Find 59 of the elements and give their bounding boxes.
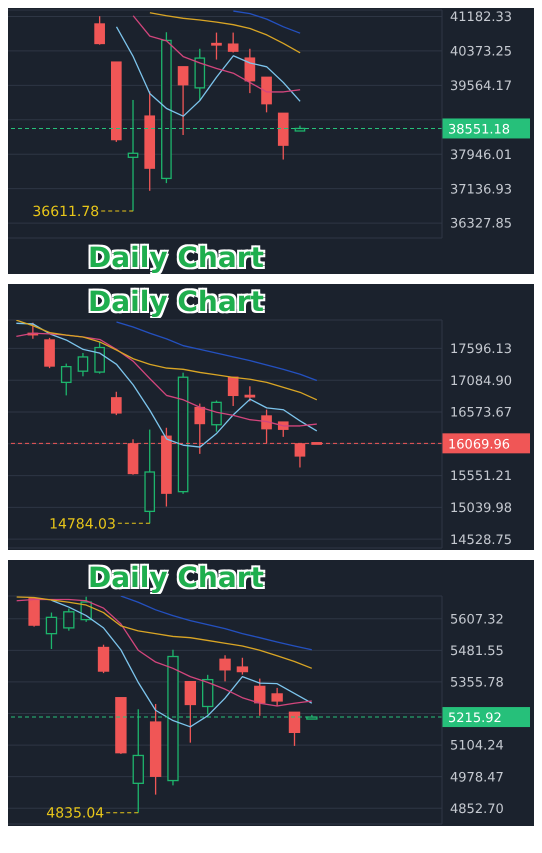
text: Daily Chart (88, 240, 264, 274)
line-series (149, 12, 301, 54)
line-series (16, 596, 312, 669)
chart-title: Daily Chart (88, 284, 264, 318)
line-series (116, 321, 318, 382)
candlestick (184, 680, 196, 744)
candlestick (219, 654, 231, 682)
chart-title: Daily Chart (88, 560, 264, 594)
y-tick-label: 16573.67 (450, 406, 512, 421)
candlestick (46, 612, 58, 650)
ref-line-label: 38551.18 (448, 122, 510, 138)
candlestick (178, 66, 188, 136)
line-series (50, 600, 312, 728)
line-series (16, 322, 318, 448)
candlestick (228, 376, 238, 407)
y-tick-label: 36327.85 (450, 216, 512, 232)
annotation: 14784.03 (49, 516, 116, 532)
candlestick (110, 391, 122, 416)
candlestick (211, 32, 222, 60)
ref-line-label: 5215.92 (448, 711, 502, 726)
candlestick (60, 362, 72, 396)
candlestick (128, 99, 138, 212)
y-tick-label: 39564.17 (450, 78, 512, 94)
line-series (232, 10, 301, 34)
candlestick (254, 678, 266, 716)
line-series (132, 15, 301, 93)
candlestick (228, 32, 238, 54)
candlestick (288, 712, 300, 747)
y-tick-label: 17084.90 (450, 374, 512, 389)
y-tick-label: 15039.98 (450, 501, 512, 516)
y-tick-label: 37136.93 (450, 182, 512, 198)
y-tick-label: 5607.32 (450, 612, 504, 628)
annotation: 4835.04 (46, 806, 104, 822)
candlestick (244, 386, 256, 402)
y-tick-label: 40373.25 (450, 44, 512, 60)
candlestick (211, 400, 222, 432)
candlestick (63, 608, 75, 632)
y-tick-label: 14528.75 (450, 532, 512, 548)
y-tick-label: 41182.33 (450, 10, 512, 26)
line-series (116, 26, 301, 117)
candlestick (244, 48, 256, 94)
y-tick-label: 5355.78 (450, 676, 504, 691)
line-series (120, 596, 312, 650)
y-tick-label: 37946.01 (450, 148, 512, 163)
y-tick-label: 4852.70 (450, 802, 504, 817)
candlestick (236, 657, 248, 676)
y-tick-label: 5481.55 (450, 644, 504, 659)
y-tick-label: 15551.21 (450, 469, 512, 484)
y-tick-label: 5104.24 (450, 738, 504, 754)
candlestick (98, 644, 110, 674)
candlestick (78, 352, 88, 377)
ref-line-label: 16069.96 (448, 437, 510, 452)
y-tick-label: 17596.13 (450, 342, 512, 358)
candlestick (271, 687, 283, 708)
line-series (16, 598, 312, 707)
candlestick (94, 16, 105, 46)
annotation: 36611.78 (32, 204, 100, 220)
line-series (16, 320, 318, 400)
y-tick-label: 4978.47 (450, 770, 504, 786)
